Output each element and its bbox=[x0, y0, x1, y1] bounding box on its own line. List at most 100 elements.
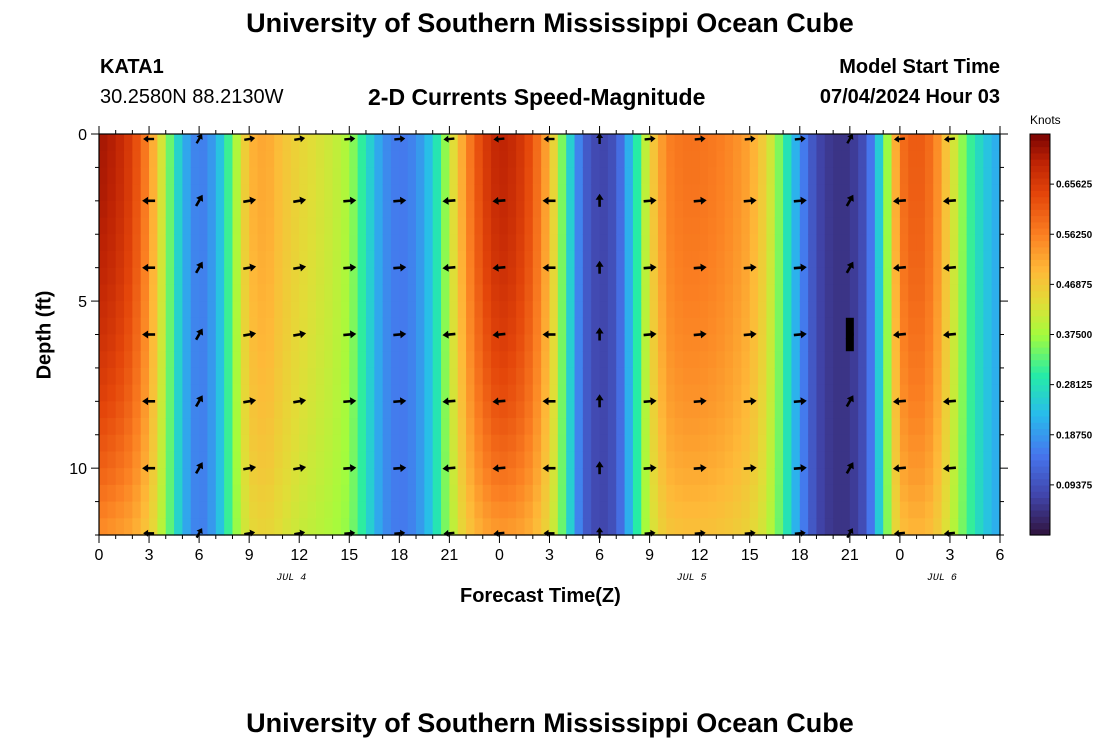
heatmap-cell bbox=[249, 401, 259, 419]
heatmap-cell bbox=[390, 134, 400, 152]
heatmap-cell bbox=[457, 401, 467, 419]
heatmap-cell bbox=[249, 234, 259, 252]
heatmap-cell bbox=[849, 301, 859, 319]
heatmap-cell bbox=[549, 518, 559, 536]
heatmap-cell bbox=[908, 184, 918, 202]
heatmap-cell bbox=[449, 150, 459, 169]
heatmap-cell bbox=[432, 451, 442, 469]
heatmap-cell bbox=[132, 267, 142, 285]
heatmap-cell bbox=[224, 451, 234, 469]
heatmap-cell bbox=[983, 150, 993, 169]
heatmap-cell bbox=[908, 134, 918, 152]
heatmap-cell bbox=[566, 217, 576, 235]
heatmap-cell bbox=[265, 468, 275, 486]
heatmap-cell bbox=[149, 267, 158, 285]
heatmap-cell bbox=[708, 284, 717, 302]
heatmap-cell bbox=[332, 150, 342, 169]
heatmap-cell bbox=[582, 384, 592, 402]
heatmap-cell bbox=[599, 301, 609, 319]
heatmap-cell bbox=[307, 351, 317, 369]
heatmap-cell bbox=[641, 484, 651, 503]
heatmap-cell bbox=[165, 484, 175, 503]
heatmap-cell bbox=[758, 518, 767, 536]
heatmap-cell bbox=[324, 301, 334, 319]
heatmap-cell bbox=[966, 334, 976, 352]
heatmap-cell bbox=[315, 451, 325, 469]
current-arrow-shaft bbox=[694, 531, 702, 535]
heatmap-cell bbox=[516, 184, 526, 202]
heatmap-cell bbox=[199, 217, 209, 235]
heatmap-cell bbox=[607, 150, 617, 169]
heatmap-cell bbox=[916, 134, 926, 152]
heatmap-cell bbox=[849, 434, 859, 453]
heatmap-cell bbox=[407, 384, 417, 402]
heatmap-cell bbox=[858, 418, 868, 436]
heatmap-cell bbox=[349, 501, 359, 519]
x-tick-label: 21 bbox=[841, 547, 859, 564]
heatmap-cell bbox=[657, 401, 667, 419]
heatmap-cell bbox=[741, 217, 751, 235]
heatmap-cell bbox=[299, 367, 309, 386]
heatmap-cell bbox=[624, 367, 634, 386]
heatmap-cell bbox=[591, 367, 601, 386]
heatmap-cell bbox=[132, 418, 142, 436]
heatmap-cell bbox=[132, 451, 142, 469]
colorbar-swatch bbox=[1030, 240, 1050, 248]
heatmap-cell bbox=[549, 434, 559, 453]
heatmap-cell bbox=[699, 301, 709, 319]
current-arrow bbox=[595, 461, 604, 475]
heatmap-cell bbox=[149, 518, 158, 536]
heatmap-cell bbox=[524, 418, 534, 436]
heatmap-cell bbox=[891, 384, 901, 402]
heatmap-cell bbox=[758, 418, 767, 436]
heatmap-cell bbox=[582, 501, 592, 519]
heatmap-cell bbox=[891, 367, 901, 386]
heatmap-cell bbox=[657, 468, 667, 486]
heatmap-cell bbox=[549, 501, 559, 519]
heatmap-cell bbox=[983, 484, 993, 503]
heatmap-cell bbox=[190, 234, 200, 252]
heatmap-cell bbox=[682, 250, 692, 269]
heatmap-cell bbox=[516, 134, 526, 152]
heatmap-cell bbox=[566, 200, 576, 219]
heatmap-cell bbox=[374, 518, 384, 536]
heatmap-cell bbox=[424, 468, 434, 486]
heatmap-cell bbox=[799, 301, 809, 319]
heatmap-cell bbox=[833, 434, 843, 453]
heatmap-cell bbox=[891, 317, 901, 336]
heatmap-cell bbox=[666, 317, 676, 336]
heatmap-cell bbox=[207, 518, 217, 536]
heatmap-cell bbox=[282, 501, 292, 519]
heatmap-cell bbox=[449, 334, 459, 352]
heatmap-cell bbox=[365, 167, 375, 185]
heatmap-cell bbox=[449, 134, 459, 152]
heatmap-cell bbox=[841, 518, 851, 536]
heatmap-cell bbox=[933, 134, 943, 152]
heatmap-cell bbox=[741, 267, 751, 285]
heatmap-cell bbox=[883, 184, 893, 202]
heatmap-cell bbox=[182, 184, 192, 202]
heatmap-cell bbox=[657, 234, 667, 252]
heatmap-cell bbox=[215, 367, 225, 386]
heatmap-cell bbox=[699, 484, 709, 503]
heatmap-cell bbox=[799, 367, 809, 386]
heatmap-cell bbox=[816, 484, 826, 503]
heatmap-cell bbox=[657, 200, 667, 219]
current-arrow-head bbox=[249, 464, 257, 472]
heatmap-cell bbox=[449, 184, 459, 202]
heatmap-cell bbox=[149, 134, 158, 152]
current-arrow bbox=[492, 397, 506, 406]
heatmap-cell bbox=[382, 217, 392, 235]
heatmap-cell bbox=[541, 501, 551, 519]
heatmap-cell bbox=[132, 434, 142, 453]
heatmap-cell bbox=[599, 200, 609, 219]
heatmap-cell bbox=[632, 518, 642, 536]
heatmap-cell bbox=[424, 184, 434, 202]
heatmap-cell bbox=[682, 334, 692, 352]
current-arrow bbox=[293, 397, 307, 406]
heatmap-cell bbox=[257, 401, 267, 419]
heatmap-cell bbox=[799, 150, 809, 169]
heatmap-cell bbox=[674, 267, 684, 285]
heatmap-cell bbox=[491, 250, 501, 269]
heatmap-cell bbox=[783, 301, 793, 319]
